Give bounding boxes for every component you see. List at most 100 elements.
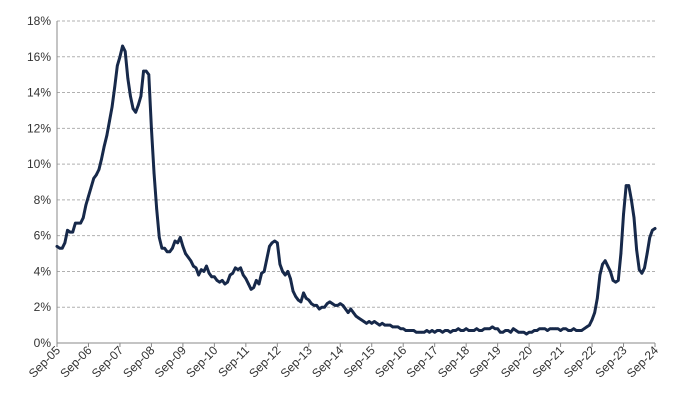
data-point [249,288,253,291]
data-point [517,330,520,334]
data-point [283,273,287,277]
data-point [231,271,235,275]
data-point [247,282,250,286]
data-point [186,255,190,259]
data-point [572,327,575,330]
data-point [375,322,379,325]
data-point [81,216,85,220]
data-point [624,184,628,187]
data-point [239,266,242,270]
data-point [236,268,240,271]
data-point [543,327,547,330]
data-point [577,329,581,332]
data-point [456,327,460,330]
y-tick-label: 4% [34,264,52,278]
data-point [527,330,531,334]
data-point [234,266,237,270]
data-point [328,300,332,304]
data-point [66,229,69,232]
data-point [651,229,654,232]
data-point [155,207,158,211]
data-point [559,329,562,332]
data-point [417,330,421,334]
data-point [430,329,434,332]
data-point [475,327,478,330]
data-point [619,252,623,255]
data-point [336,304,339,307]
data-point [312,304,316,307]
data-point [533,329,536,332]
data-point [317,307,321,311]
data-point [386,323,389,327]
data-point [331,302,334,305]
data-point [637,268,641,271]
data-point [575,329,578,332]
data-point [181,245,185,248]
data-point [97,168,101,171]
data-point [184,252,187,255]
data-point [593,311,596,314]
data-point [438,329,442,332]
data-point [367,320,371,323]
data-point [522,330,526,334]
data-point [123,50,127,53]
x-tick-label: Sep-09 [152,343,189,380]
data-point [118,55,122,59]
data-point [611,279,615,282]
data-point [512,327,515,330]
data-point [92,177,96,180]
data-point [213,275,216,279]
data-point [401,327,405,330]
data-point [509,330,513,334]
data-point [653,227,657,230]
data-point [323,305,326,309]
y-tick-label: 0% [34,336,52,350]
data-point [598,273,602,277]
data-point [580,329,583,332]
data-point [215,279,219,282]
data-point [640,271,644,275]
data-point [278,262,282,266]
series-line [55,44,657,336]
data-point [89,186,93,189]
data-point [462,329,465,332]
data-point [76,221,80,225]
x-tick-label: Sep-08 [120,343,157,380]
data-point [297,298,300,302]
data-point [357,316,360,320]
data-point [525,332,528,336]
data-point [105,134,109,137]
data-point [100,157,103,161]
data-point [472,329,476,332]
data-point [110,105,114,109]
data-point [546,329,549,332]
data-point [585,325,589,329]
data-point [441,330,444,334]
data-point [514,329,518,332]
data-point [496,327,499,330]
data-point [262,270,266,273]
data-point [71,230,75,234]
data-point [178,236,182,239]
data-point [95,173,98,177]
data-point [315,304,318,307]
x-tick-label: Sep-12 [246,343,283,380]
data-point [378,323,381,327]
data-point [601,262,604,266]
data-point [260,271,263,275]
data-point [281,270,284,273]
data-point [189,259,193,263]
data-point [493,327,497,330]
data-point [606,264,610,268]
data-point [391,325,395,329]
data-point [548,327,552,330]
data-point [483,327,486,330]
x-tick-label: Sep-22 [561,343,598,380]
data-point [137,103,140,107]
data-point [491,325,494,329]
data-point [451,329,455,332]
x-tick-label: Sep-24 [624,343,661,380]
data-point [325,302,329,305]
data-point [210,275,214,279]
x-tick-label: Sep-18 [435,343,472,380]
